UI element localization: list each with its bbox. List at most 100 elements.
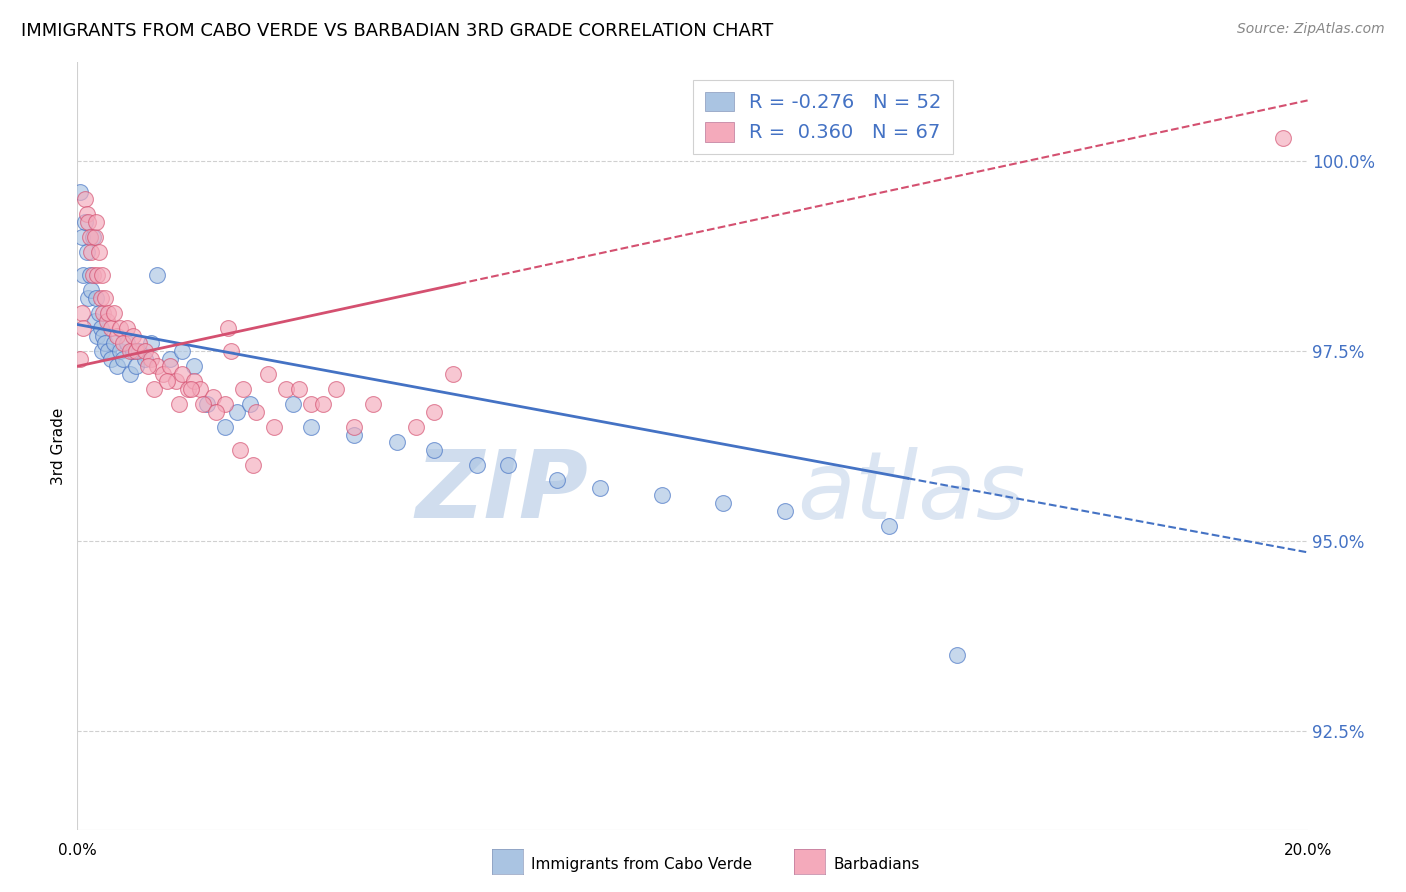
- Point: [711, 496, 734, 510]
- Point: [79, 230, 101, 244]
- Point: [94, 291, 117, 305]
- Point: [239, 397, 262, 411]
- Point: [86, 329, 108, 343]
- Point: [312, 397, 335, 411]
- Point: [201, 390, 224, 404]
- Point: [112, 351, 135, 366]
- Point: [423, 442, 446, 457]
- Point: [77, 291, 100, 305]
- Point: [232, 382, 254, 396]
- Text: ZIP: ZIP: [415, 446, 588, 538]
- Point: [204, 405, 226, 419]
- Point: [70, 230, 93, 244]
- Point: [229, 442, 252, 457]
- Text: Immigrants from Cabo Verde: Immigrants from Cabo Verde: [531, 857, 752, 871]
- Point: [100, 321, 122, 335]
- Point: [219, 344, 242, 359]
- Point: [343, 427, 366, 442]
- Text: Source: ZipAtlas.com: Source: ZipAtlas.com: [1237, 22, 1385, 37]
- Point: [188, 382, 212, 396]
- Point: [115, 321, 138, 335]
- Text: 0.0%: 0.0%: [58, 843, 97, 858]
- Point: [112, 336, 135, 351]
- Point: [118, 344, 141, 359]
- Point: [103, 336, 125, 351]
- Point: [125, 359, 148, 374]
- Point: [136, 359, 159, 374]
- Point: [405, 420, 427, 434]
- Point: [91, 306, 114, 320]
- Point: [87, 245, 110, 260]
- Point: [214, 397, 236, 411]
- Point: [134, 344, 156, 359]
- Point: [152, 367, 174, 381]
- Point: [325, 382, 347, 396]
- Point: [121, 344, 143, 359]
- Point: [125, 344, 148, 359]
- Point: [214, 420, 236, 434]
- Point: [86, 268, 108, 282]
- Point: [167, 397, 190, 411]
- Text: Barbadians: Barbadians: [834, 857, 920, 871]
- Point: [170, 367, 193, 381]
- Point: [159, 359, 181, 374]
- Point: [195, 397, 218, 411]
- Point: [170, 344, 193, 359]
- Point: [83, 314, 105, 328]
- Point: [96, 314, 118, 328]
- Point: [70, 306, 93, 320]
- Point: [76, 207, 98, 221]
- Point: [73, 215, 96, 229]
- Point: [118, 367, 141, 381]
- Point: [87, 306, 110, 320]
- Point: [110, 344, 132, 359]
- Point: [90, 344, 114, 359]
- Point: [80, 283, 103, 297]
- Point: [128, 344, 150, 359]
- Point: [589, 481, 612, 495]
- Point: [90, 321, 112, 335]
- Point: [84, 291, 107, 305]
- Point: [77, 215, 100, 229]
- Point: [343, 420, 366, 434]
- Point: [288, 382, 311, 396]
- Point: [245, 405, 267, 419]
- Point: [76, 245, 98, 260]
- Legend: R = -0.276   N = 52, R =  0.360   N = 67: R = -0.276 N = 52, R = 0.360 N = 67: [693, 79, 953, 154]
- Point: [226, 405, 249, 419]
- Point: [134, 351, 156, 366]
- Point: [105, 359, 128, 374]
- Point: [105, 329, 128, 343]
- Point: [72, 321, 94, 335]
- Point: [100, 351, 122, 366]
- Point: [155, 375, 177, 389]
- Point: [165, 375, 187, 389]
- Point: [263, 420, 285, 434]
- Point: [546, 473, 568, 487]
- Point: [121, 329, 143, 343]
- Point: [441, 367, 464, 381]
- Point: [879, 518, 901, 533]
- Point: [496, 458, 519, 472]
- Text: IMMIGRANTS FROM CABO VERDE VS BARBADIAN 3RD GRADE CORRELATION CHART: IMMIGRANTS FROM CABO VERDE VS BARBADIAN …: [21, 22, 773, 40]
- Point: [79, 268, 101, 282]
- Point: [193, 397, 215, 411]
- Point: [146, 268, 169, 282]
- Point: [946, 648, 969, 662]
- Point: [97, 306, 120, 320]
- Text: 20.0%: 20.0%: [1284, 843, 1331, 858]
- Point: [177, 382, 200, 396]
- Point: [281, 397, 304, 411]
- Point: [69, 351, 91, 366]
- Point: [141, 351, 163, 366]
- Point: [128, 336, 150, 351]
- Point: [299, 397, 322, 411]
- Point: [115, 336, 138, 351]
- Point: [387, 435, 409, 450]
- Point: [183, 359, 205, 374]
- Point: [69, 185, 91, 199]
- Point: [103, 306, 125, 320]
- Point: [276, 382, 298, 396]
- Point: [180, 382, 202, 396]
- Point: [423, 405, 446, 419]
